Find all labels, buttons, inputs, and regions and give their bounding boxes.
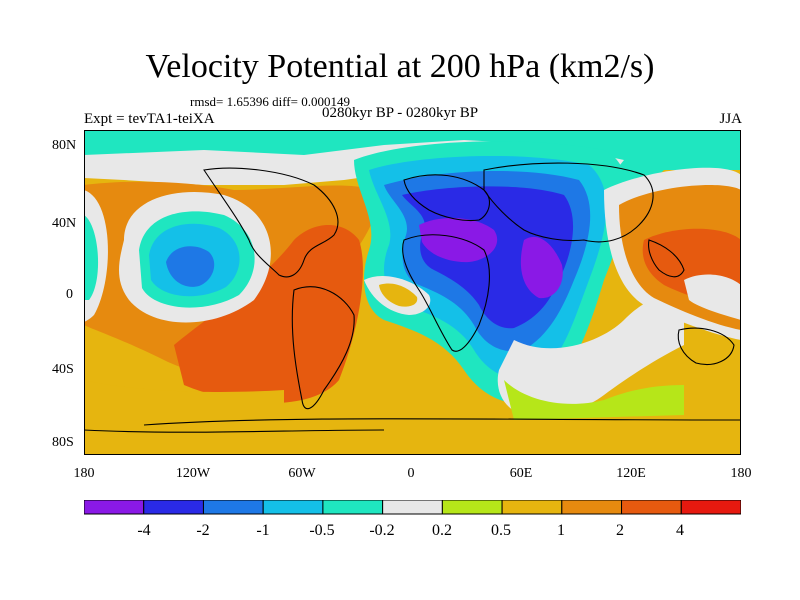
- colorbar-label: 0.2: [432, 522, 452, 539]
- colorbar-cell: [84, 500, 145, 515]
- colorbar-cell: [680, 500, 741, 515]
- map-frame: [84, 130, 741, 455]
- colorbar-cell: [382, 500, 443, 515]
- lon-tick-120e: 120E: [616, 466, 646, 481]
- colorbar-label: -4: [137, 522, 151, 539]
- lon-tick-120w: 120W: [175, 466, 211, 481]
- lat-tick-0: 0: [66, 287, 73, 302]
- colorbar-label: 4: [676, 522, 684, 539]
- lat-tick-80s: 80S: [52, 435, 74, 450]
- velocity-potential-map: [84, 130, 741, 455]
- contour-fill-layer: [84, 130, 741, 455]
- lat-tick-40s: 40S: [52, 362, 74, 377]
- colorbar-label: -1: [256, 522, 270, 539]
- colorbar: [84, 500, 741, 515]
- colorbar-label: 1: [557, 522, 565, 539]
- colorbar-label: -2: [196, 522, 210, 539]
- colorbar-cell: [322, 500, 384, 515]
- lon-tick-180w: 180: [73, 466, 95, 481]
- map-title: Velocity Potential at 200 hPa (km2/s): [145, 48, 655, 85]
- colorbar-cell: [202, 500, 264, 515]
- stats-label: rmsd= 1.65396 diff= 0.000149: [190, 94, 350, 109]
- colorbar-cell: [501, 500, 563, 515]
- lon-tick-0: 0: [407, 466, 415, 481]
- colorbar-cell: [561, 500, 623, 515]
- colorbar-label: -0.2: [369, 522, 395, 539]
- experiment-label: Expt = tevTA1-teiXA: [84, 111, 215, 127]
- lon-tick-60e: 60E: [509, 466, 533, 481]
- lat-tick-40n: 40N: [52, 216, 77, 231]
- period-label: 0280kyr BP - 0280kyr BP: [322, 105, 479, 121]
- colorbar-cell: [441, 500, 503, 515]
- colorbar-cell: [262, 500, 324, 515]
- colorbar-label: 0.5: [491, 522, 511, 539]
- lon-tick-60w: 60W: [288, 466, 316, 481]
- lon-tick-180e: 180: [730, 466, 752, 481]
- colorbar-label: 2: [616, 522, 624, 539]
- colorbar-cell: [621, 500, 682, 515]
- colorbar-label: -0.5: [309, 522, 335, 539]
- lat-tick-80n: 80N: [52, 138, 77, 153]
- colorbar-cell: [143, 500, 204, 515]
- season-label: JJA: [719, 111, 742, 127]
